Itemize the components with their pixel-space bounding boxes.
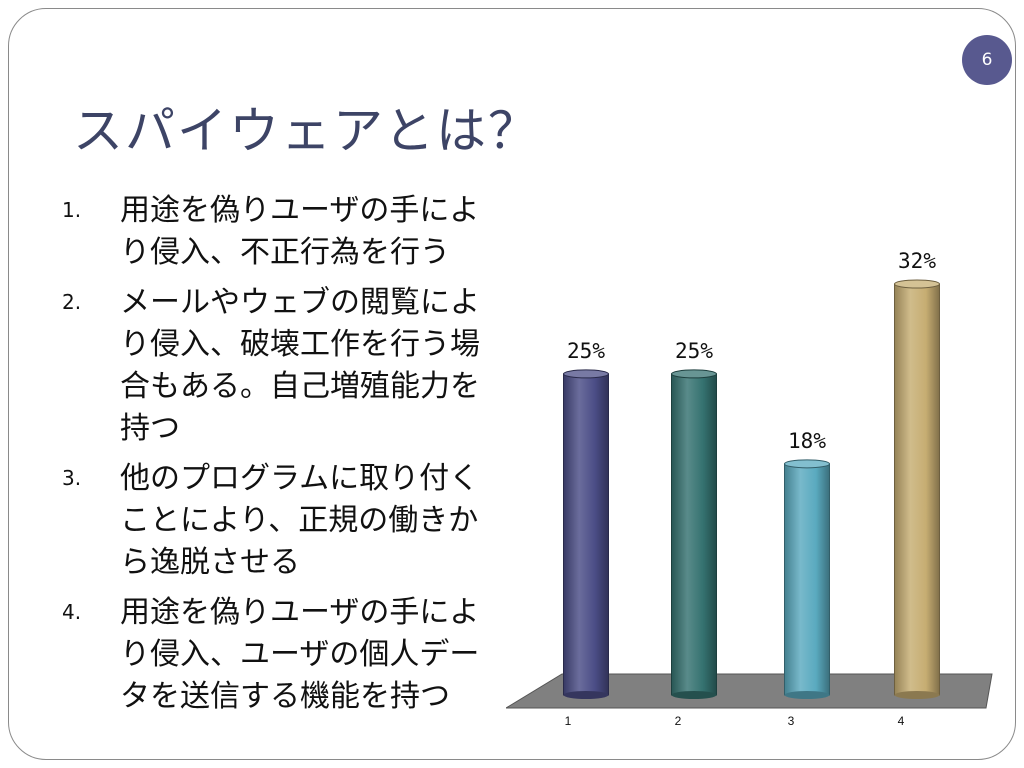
slide-title: スパイウェアとは？	[73, 102, 540, 160]
list-text: 他のプログラムに取り付くことにより、正規の働きから逸脱させる	[120, 461, 480, 580]
list-text: 用途を偽りユーザの手により侵入、不正行為を行う	[120, 193, 480, 270]
bar-cap-4	[894, 279, 940, 289]
bar-chart: 25% 1 25% 2 18% 3 32% 4	[506, 249, 993, 728]
bar-2	[671, 373, 717, 696]
list-number: 3.	[62, 466, 82, 490]
page-number-badge: 6	[962, 35, 1012, 85]
list-item: 1. 用途を偽りユーザの手により侵入、不正行為を行う	[62, 190, 512, 274]
bar-cap-1	[563, 369, 609, 379]
bar-3	[784, 463, 830, 696]
list-text: 用途を偽りユーザの手により侵入、ユーザの個人データを送信する機能を持つ	[120, 595, 480, 714]
data-label-1: 25%	[567, 339, 605, 363]
data-label-4: 32%	[898, 249, 936, 273]
x-tick-1: 1	[565, 714, 572, 728]
slide: 6 スパイウェアとは？	[8, 8, 1016, 760]
list-text: メールやウェブの閲覧により侵入、破壊工作を行う場合もある。自己増殖能力を持つ	[120, 285, 480, 446]
x-tick-3: 3	[788, 714, 795, 728]
x-tick-2: 2	[675, 714, 682, 728]
list-number: 1.	[62, 198, 82, 222]
list-item: 2. メールやウェブの閲覧により侵入、破壊工作を行う場合もある。自己増殖能力を持…	[62, 282, 512, 450]
bar-1	[563, 373, 609, 696]
bar-cap-2	[671, 369, 717, 379]
bar-base-4	[894, 691, 940, 699]
chart-floor	[506, 673, 993, 709]
list-number: 4.	[62, 600, 82, 624]
data-label-2: 25%	[675, 339, 713, 363]
bar-base-3	[784, 691, 830, 699]
bar-4	[894, 283, 940, 696]
list-item: 4. 用途を偽りユーザの手により侵入、ユーザの個人データを送信する機能を持つ	[62, 592, 512, 718]
data-label-3: 18%	[788, 429, 826, 453]
x-tick-4: 4	[898, 714, 905, 728]
list-item: 3. 他のプログラムに取り付くことにより、正規の働きから逸脱させる	[62, 458, 512, 584]
bar-base-2	[671, 691, 717, 699]
definition-list: 1. 用途を偽りユーザの手により侵入、不正行為を行う 2. メールやウェブの閲覧…	[62, 190, 512, 726]
bar-cap-3	[784, 459, 830, 469]
bar-base-1	[563, 691, 609, 699]
list-number: 2.	[62, 290, 82, 314]
